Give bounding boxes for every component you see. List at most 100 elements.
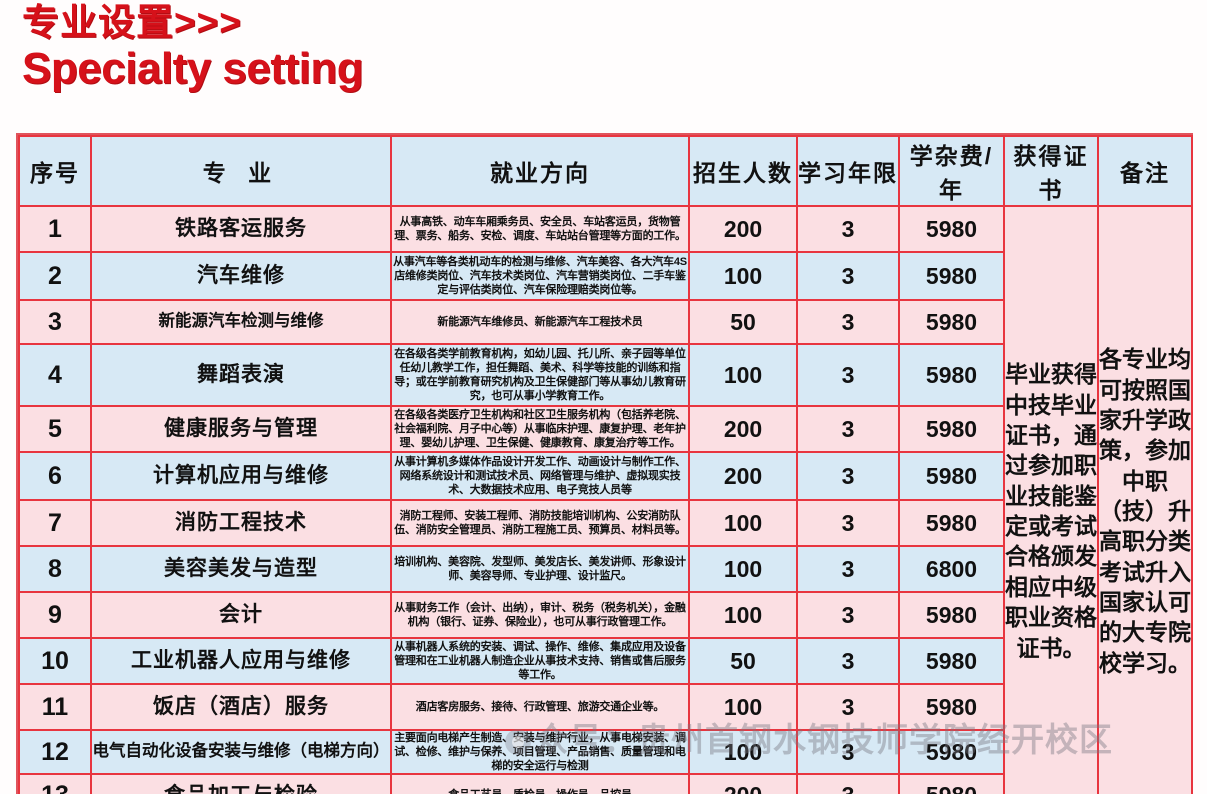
certificate-obtained: 毕业获得中技毕业证书，通过参加职业技能鉴定或考试合格颁发相应中级职业资格证书。 [1003, 204, 1099, 794]
row-number: 2 [18, 251, 92, 301]
job-direction: 食品工艺员、质检员、操作员、品控员 [390, 773, 690, 794]
remark-note: 各专业均可按照国家升学政策，参加中职（技）升高职分类考试升入国家认可的大专院校学… [1097, 204, 1193, 794]
enrollment-count: 100 [688, 545, 798, 593]
row-number: 8 [18, 545, 92, 593]
major-name: 会计 [90, 591, 392, 639]
study-years: 3 [796, 683, 900, 731]
table-row: 6 计算机应用与维修 从事计算机多媒体作品设计开发工作、动画设计与制作工作、网络系统… [18, 451, 1192, 501]
row-number: 3 [18, 299, 92, 345]
job-direction: 从事汽车等各类机动车的检测与维修、汽车美容、各大汽车4S店维修类岗位、汽车技术类… [390, 251, 690, 301]
tuition-fee: 5980 [898, 637, 1005, 685]
enrollment-count: 50 [688, 637, 798, 685]
column-header-remark: 备注 [1097, 135, 1193, 207]
study-years: 3 [796, 773, 900, 794]
major-name: 饭店（酒店）服务 [90, 683, 392, 731]
job-direction: 新能源汽车维修员、新能源汽车工程技术员 [390, 299, 690, 345]
major-name: 食品加工与检验 [90, 773, 392, 794]
table-row: 3 新能源汽车检测与维修 新能源汽车维修员、新能源汽车工程技术员 50 3 5980 [18, 299, 1192, 345]
column-header-cert: 获得证书 [1003, 135, 1099, 207]
job-direction: 主要面向电梯产生制造、安装与维护行业，从事电梯安装、调试、检修、维护与保养、项目… [390, 728, 690, 776]
table-row: 5 健康服务与管理 在各级各类医疗卫生机构和社区卫生服务机构（包括养老院、社会福利院… [18, 405, 1192, 453]
row-number: 9 [18, 591, 92, 639]
major-name: 计算机应用与维修 [90, 451, 392, 501]
study-years: 3 [796, 637, 900, 685]
tuition-fee: 5980 [898, 299, 1005, 345]
job-direction: 消防工程师、安装工程师、消防技能培训机构、公安消防队伍、消防安全管理员、消防工程… [390, 499, 690, 547]
page-title-chinese: 专业设置>>> [22, 2, 242, 43]
page-title-english: Specialty setting [22, 44, 364, 93]
table-row: 7 消防工程技术 消防工程师、安装工程师、消防技能培训机构、公安消防队伍、消防安全管… [18, 499, 1192, 547]
job-direction: 从事财务工作（会计、出纳），审计、税务（税务机关），金融机构（银行、证券、保险业… [390, 591, 690, 639]
row-number: 12 [18, 728, 92, 776]
tuition-fee: 5980 [898, 251, 1005, 301]
table-row: 12 电气自动化设备安装与维修（电梯方向） 主要面向电梯产生制造、安装与维护行业，从… [18, 728, 1192, 776]
major-name: 电气自动化设备安装与维修（电梯方向） [90, 728, 392, 776]
row-number: 4 [18, 343, 92, 407]
table-row: 13食品加工与检验食品工艺员、质检员、操作员、品控员20035980 [18, 773, 1192, 794]
tuition-fee: 6800 [898, 545, 1005, 593]
table-row: 4 舞蹈表演 在各级各类学前教育机构，如幼儿园、托儿所、亲子园等单位任幼儿教学工作，… [18, 343, 1192, 407]
enrollment-count: 100 [688, 499, 798, 547]
tuition-fee: 5980 [898, 683, 1005, 731]
tuition-fee: 5980 [898, 451, 1005, 501]
job-direction: 在各级各类学前教育机构，如幼儿园、托儿所、亲子园等单位任幼儿教学工作，担任舞蹈、… [390, 343, 690, 407]
major-name: 健康服务与管理 [90, 405, 392, 453]
tuition-fee: 5980 [898, 405, 1005, 453]
table-row: 11 饭店（酒店）服务 酒店客房服务、接待、行政管理、旅游交通企业等。 100 3 598… [18, 683, 1192, 731]
study-years: 3 [796, 545, 900, 593]
enrollment-count: 100 [688, 251, 798, 301]
tuition-fee: 5980 [898, 499, 1005, 547]
major-name: 美容美发与造型 [90, 545, 392, 593]
major-name: 舞蹈表演 [90, 343, 392, 407]
job-direction: 从事机器人系统的安装、调试、操作、维修、集成应用及设备管理和在工业机器人制造企业… [390, 637, 690, 685]
column-header-years: 学习年限 [796, 135, 900, 207]
row-number: 10 [18, 637, 92, 685]
tuition-fee: 5980 [898, 343, 1005, 407]
enrollment-count: 100 [688, 683, 798, 731]
tuition-fee: 5980 [898, 205, 1005, 253]
specialty-table-container: 序号 专 业 就业方向 招生人数 学习年限 学杂费/年 获得证书 备注 1 铁路客… [16, 133, 1193, 794]
enrollment-count: 200 [688, 451, 798, 501]
column-header-job: 就业方向 [390, 135, 690, 207]
job-direction: 从事计算机多媒体作品设计开发工作、动画设计与制作工作、网络系统设计和测试技术员、… [390, 451, 690, 501]
row-number: 11 [18, 683, 92, 731]
column-header-enroll: 招生人数 [688, 135, 798, 207]
study-years: 3 [796, 405, 900, 453]
study-years: 3 [796, 451, 900, 501]
column-header-no: 序号 [18, 135, 92, 207]
study-years: 3 [796, 299, 900, 345]
major-name: 消防工程技术 [90, 499, 392, 547]
specialty-table: 序号 专 业 就业方向 招生人数 学习年限 学杂费/年 获得证书 备注 1 铁路客… [18, 135, 1193, 794]
major-name: 工业机器人应用与维修 [90, 637, 392, 685]
job-direction: 在各级各类医疗卫生机构和社区卫生服务机构（包括养老院、社会福利院、月子中心等）从… [390, 405, 690, 453]
row-number: 6 [18, 451, 92, 501]
table-header-row: 序号 专 业 就业方向 招生人数 学习年限 学杂费/年 获得证书 备注 [18, 135, 1193, 207]
study-years: 3 [796, 343, 900, 407]
enrollment-count: 50 [688, 299, 798, 345]
enrollment-count: 200 [688, 405, 798, 453]
job-direction: 培训机构、美容院、发型师、美发店长、美发讲师、形象设计师、美容导师、专业护理、设… [390, 545, 690, 593]
table-row: 1 铁路客运服务 从事高铁、动车车厢乘务员、安全员、车站客运员，货物管理、票务、船务… [18, 204, 1193, 794]
row-number: 5 [18, 405, 92, 453]
study-years: 3 [796, 251, 900, 301]
table-header: 序号 专 业 就业方向 招生人数 学习年限 学杂费/年 获得证书 备注 [18, 135, 1193, 207]
study-years: 3 [796, 728, 900, 776]
major-name: 新能源汽车检测与维修 [90, 299, 392, 345]
column-header-fee: 学杂费/年 [898, 135, 1005, 207]
page-title: 专业设置>>> Specialty setting [22, 2, 364, 93]
tuition-fee: 5980 [898, 728, 1005, 776]
enrollment-count: 200 [688, 205, 798, 253]
table-row: 2 汽车维修 从事汽车等各类机动车的检测与维修、汽车美容、各大汽车4S店维修类岗位、… [18, 251, 1192, 301]
study-years: 3 [796, 591, 900, 639]
row-number: 1 [18, 205, 92, 253]
table-body: 1 铁路客运服务 从事高铁、动车车厢乘务员、安全员、车站客运员，货物管理、票务、船务… [18, 204, 1193, 794]
enrollment-count: 100 [688, 343, 798, 407]
job-direction: 从事高铁、动车车厢乘务员、安全员、车站客运员，货物管理、票务、船务、安检、调度、… [390, 205, 690, 253]
enrollment-count: 200 [688, 773, 798, 794]
tuition-fee: 5980 [898, 773, 1005, 794]
major-name: 汽车维修 [90, 251, 392, 301]
table-row: 10 工业机器人应用与维修 从事机器人系统的安装、调试、操作、维修、集成应用及设备管… [18, 637, 1192, 685]
job-direction: 酒店客房服务、接待、行政管理、旅游交通企业等。 [390, 683, 690, 731]
major-name: 铁路客运服务 [90, 205, 392, 253]
